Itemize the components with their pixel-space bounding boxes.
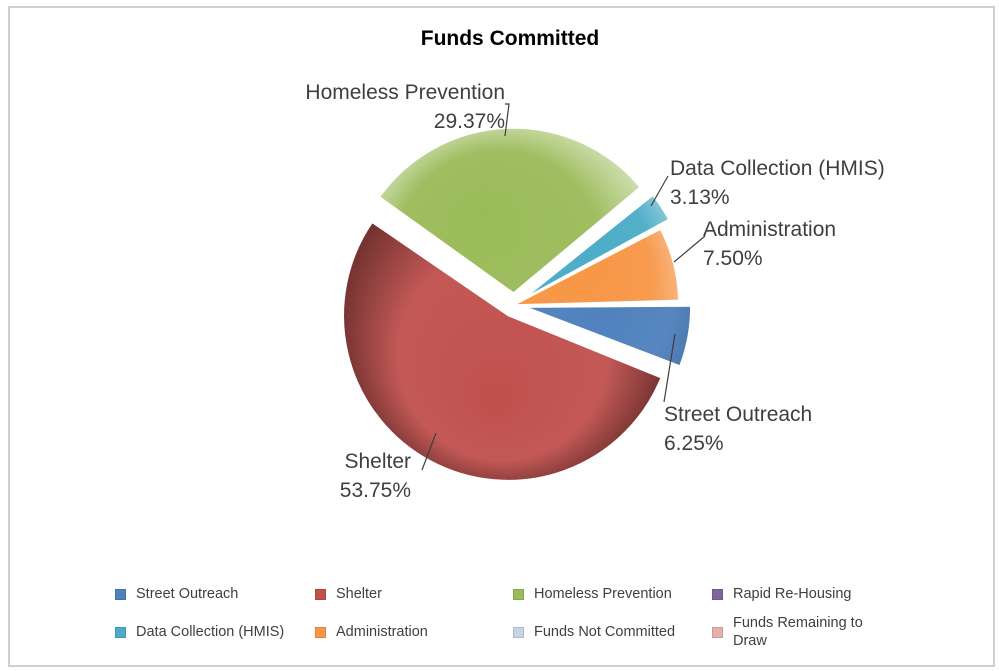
slice-label-name: Data Collection (HMIS) [670, 157, 885, 180]
slice-label-value: 29.37% [434, 110, 505, 133]
legend-label: Shelter [336, 586, 382, 602]
slice-label-value: 6.25% [664, 432, 724, 455]
slice-label-value: 7.50% [703, 247, 763, 270]
slice-label-name: Street Outreach [664, 403, 812, 426]
leader-line [421, 432, 437, 471]
legend-item-homeless-prevention: Homeless Prevention [513, 585, 672, 603]
legend-label: Data Collection (HMIS) [136, 624, 285, 640]
legend-label: Rapid Re-Housing [733, 586, 852, 602]
legend-swatch-administration [315, 627, 326, 638]
slice-label-value: 53.75% [340, 479, 411, 502]
pie-slice-administration [513, 228, 680, 306]
slice-label-name: Homeless Prevention [305, 81, 505, 104]
legend-item-street-outreach: Street Outreach [115, 585, 238, 603]
legend-swatch-data-collection [115, 627, 126, 638]
pie-slices [342, 127, 692, 482]
pie-slice-homeless-prevention [378, 127, 642, 294]
legend-swatch-funds-remaining-to-draw [712, 627, 723, 638]
chart-title: Funds Committed [420, 27, 600, 50]
pie-slice-data-collection-hmis [523, 194, 670, 300]
pie-slice-street-outreach [525, 305, 692, 367]
legend-label: Funds Remaining to Draw [733, 615, 863, 649]
pie-slice-shelter [342, 221, 663, 482]
legend-label: Homeless Prevention [534, 586, 672, 602]
slice-label-name: Administration [703, 218, 836, 241]
legend-swatch-homeless-prevention [513, 589, 524, 600]
leader-lines [421, 103, 706, 471]
legend-label: Administration [336, 624, 428, 640]
legend-item-funds-remaining-to-draw: Funds Remaining to Draw [712, 614, 883, 650]
legend-swatch-street-outreach [115, 589, 126, 600]
legend-swatch-rapid-re-housing [712, 589, 723, 600]
legend-item-administration: Administration [315, 623, 428, 641]
legend-label: Street Outreach [136, 586, 239, 602]
leader-line [663, 333, 676, 403]
legend-item-rapid-re-housing: Rapid Re-Housing [712, 585, 851, 603]
leader-line [650, 175, 669, 207]
legend-item-data-collection: Data Collection (HMIS) [115, 623, 284, 641]
legend-item-funds-not-committed: Funds Not Committed [513, 623, 675, 641]
legend-item-shelter: Shelter [315, 585, 382, 603]
slice-labels: Street Outreach 6.25% Shelter 53.75% Homeles… [305, 81, 884, 502]
legend: Street Outreach Shelter Homeless Prevent… [115, 580, 915, 660]
legend-swatch-funds-not-committed [513, 627, 524, 638]
leader-line [673, 235, 706, 263]
leader-line [504, 103, 510, 137]
slice-label-name: Shelter [344, 450, 411, 473]
legend-label: Funds Not Committed [534, 624, 676, 640]
legend-swatch-shelter [315, 589, 326, 600]
slice-label-value: 3.13% [670, 186, 730, 209]
